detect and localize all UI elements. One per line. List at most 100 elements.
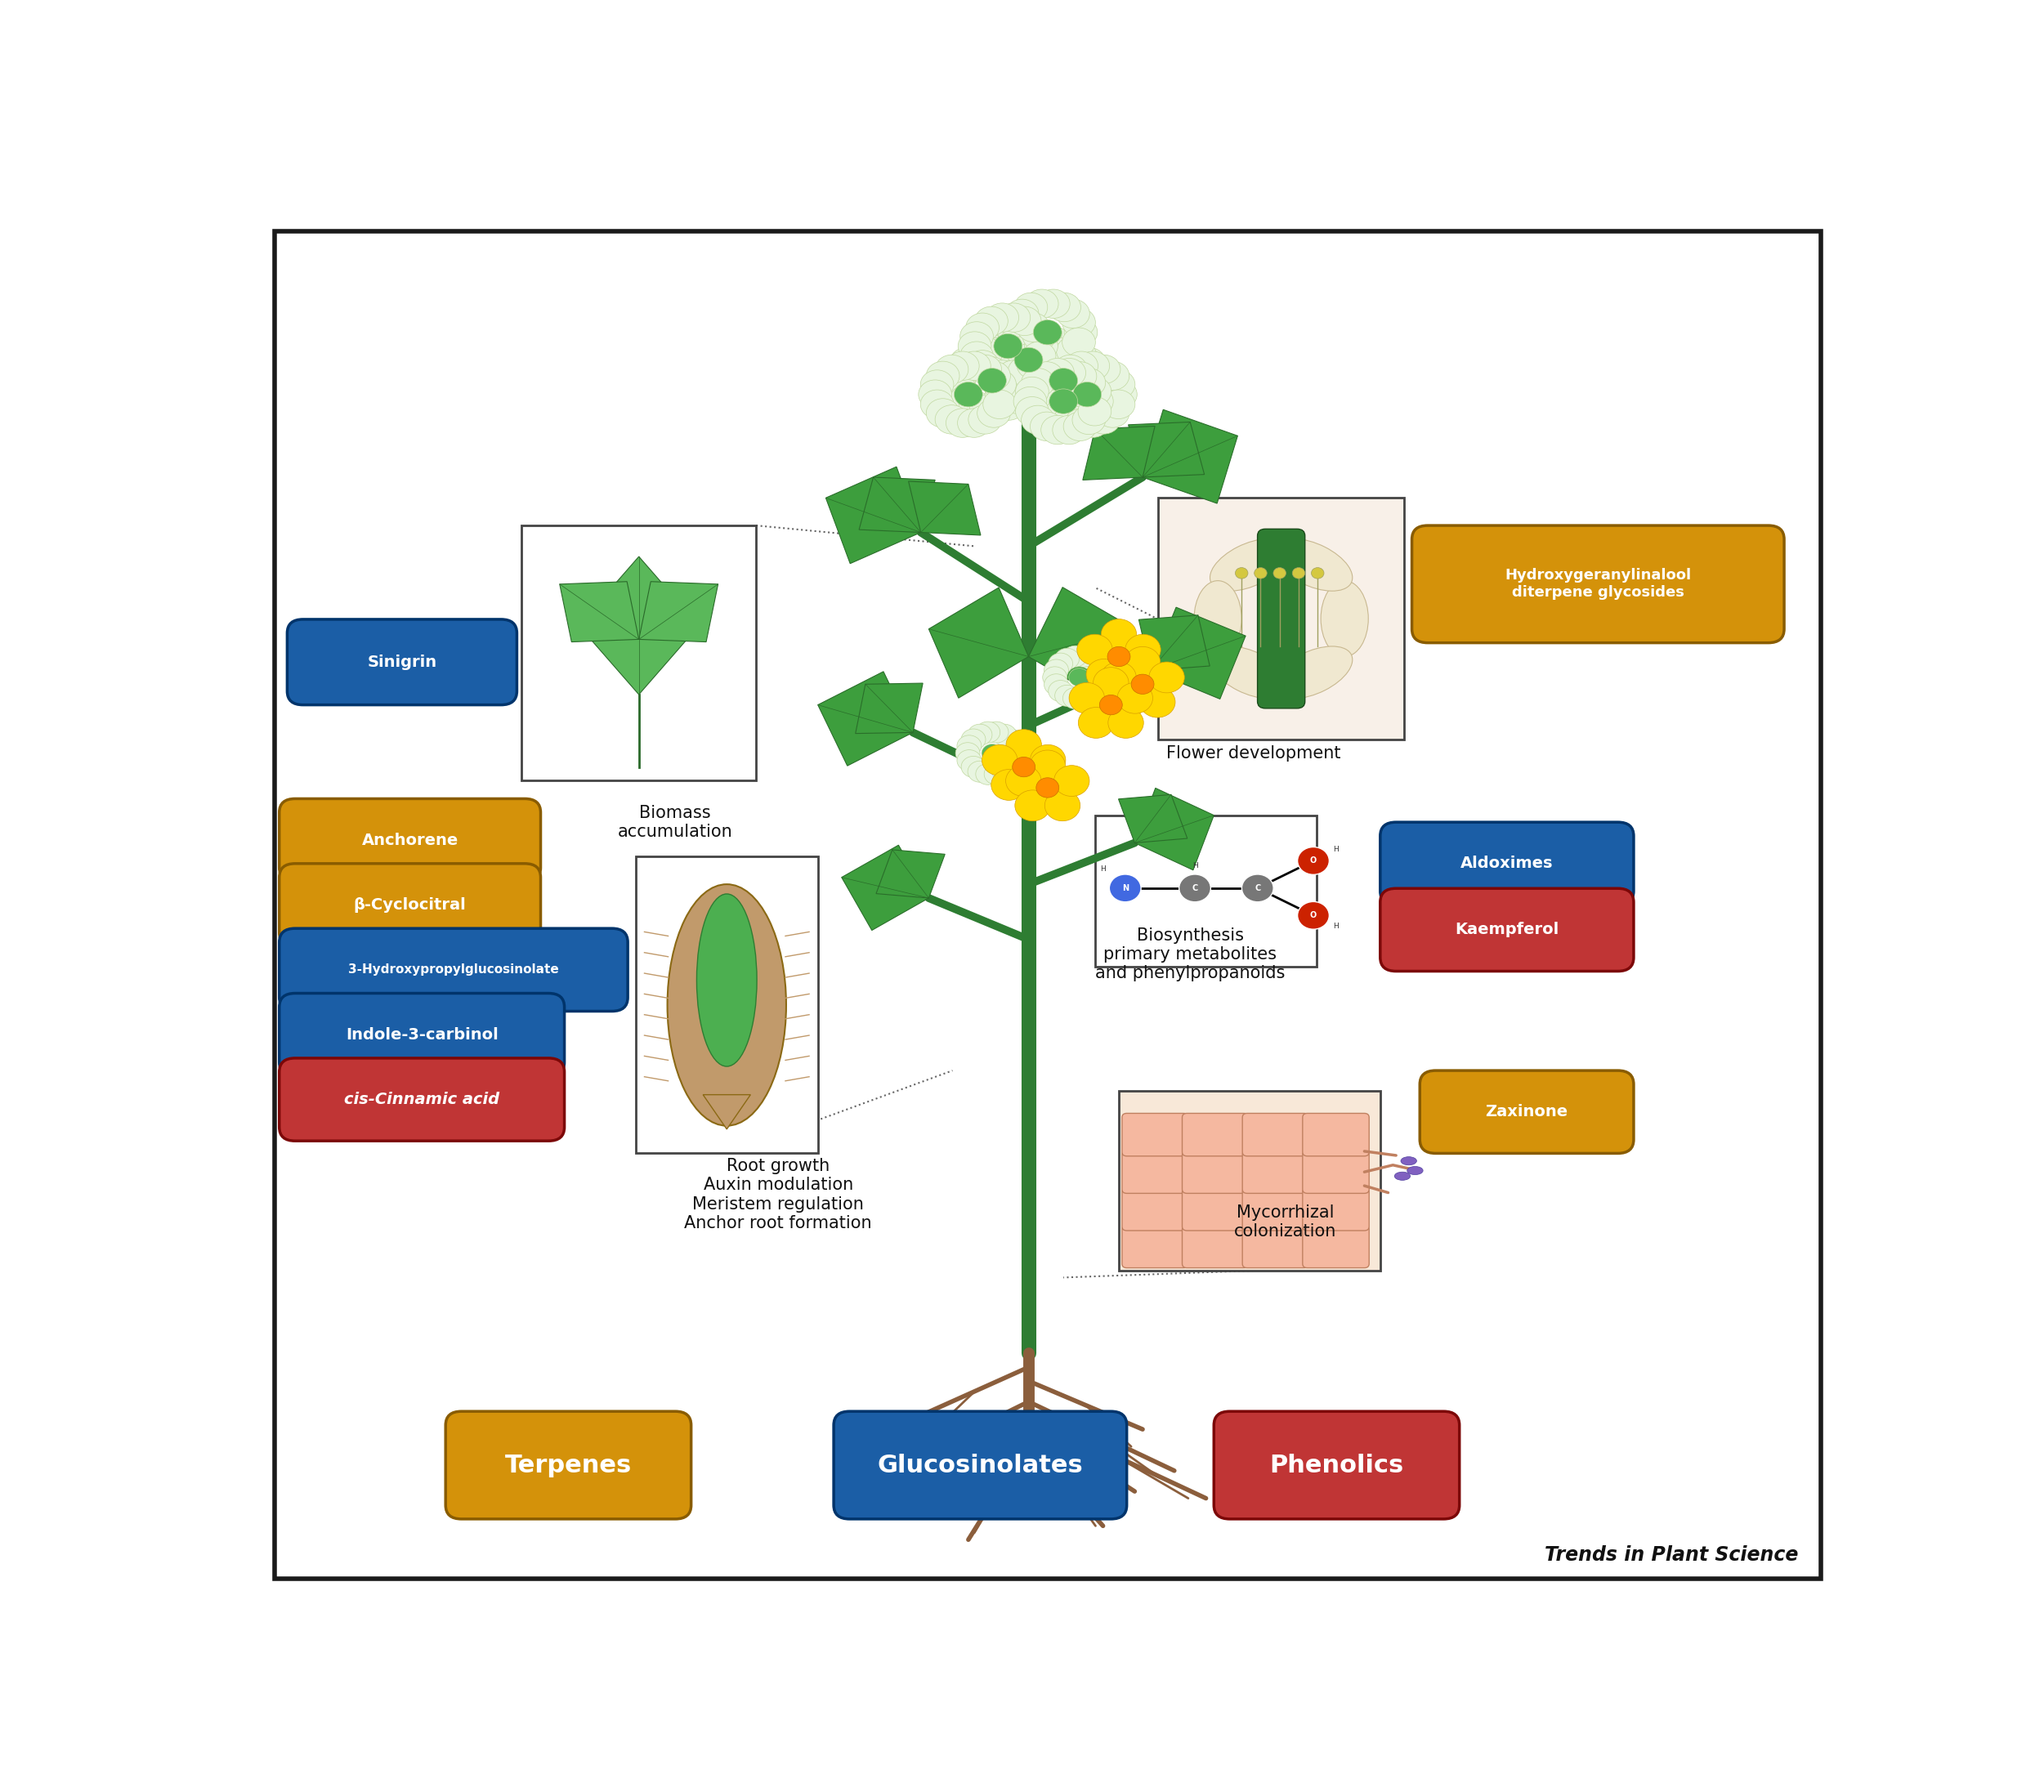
Circle shape [975, 357, 1008, 385]
FancyBboxPatch shape [1302, 1226, 1369, 1269]
Circle shape [1073, 405, 1106, 434]
Circle shape [1036, 346, 1069, 375]
Circle shape [1069, 668, 1089, 686]
Circle shape [1063, 362, 1098, 391]
FancyBboxPatch shape [1243, 1150, 1308, 1193]
Circle shape [1049, 652, 1073, 674]
Circle shape [981, 745, 1018, 776]
Circle shape [1057, 299, 1089, 328]
Circle shape [1034, 321, 1061, 344]
Circle shape [1118, 683, 1153, 713]
Circle shape [1042, 355, 1077, 383]
Circle shape [1255, 568, 1267, 579]
Circle shape [1030, 391, 1063, 419]
Circle shape [1038, 364, 1071, 392]
Circle shape [1085, 681, 1110, 702]
Text: Zaxinone: Zaxinone [1486, 1104, 1568, 1120]
Circle shape [1004, 742, 1028, 763]
Circle shape [961, 729, 985, 751]
Ellipse shape [697, 894, 756, 1066]
Circle shape [1065, 351, 1098, 380]
Circle shape [1079, 649, 1104, 670]
Circle shape [1055, 765, 1089, 796]
FancyBboxPatch shape [1243, 1226, 1308, 1269]
Circle shape [1014, 387, 1047, 416]
Circle shape [967, 314, 1000, 342]
Text: Mycorrhizal
colonization: Mycorrhizal colonization [1235, 1204, 1337, 1240]
Circle shape [1000, 308, 1032, 337]
Text: Indole-3-carbinol: Indole-3-carbinol [345, 1027, 499, 1043]
Circle shape [1055, 405, 1087, 434]
Circle shape [1124, 647, 1161, 677]
Circle shape [983, 763, 1008, 785]
Circle shape [920, 391, 955, 419]
Polygon shape [1139, 615, 1210, 670]
Circle shape [1079, 366, 1114, 394]
Circle shape [1063, 645, 1087, 667]
Circle shape [1292, 568, 1304, 579]
Circle shape [1000, 328, 1032, 357]
Circle shape [981, 335, 1014, 364]
FancyBboxPatch shape [1181, 1226, 1249, 1269]
Circle shape [934, 355, 969, 383]
Circle shape [1077, 376, 1112, 405]
Ellipse shape [1194, 581, 1241, 656]
Circle shape [995, 321, 1028, 349]
Circle shape [961, 323, 993, 351]
Polygon shape [560, 582, 640, 642]
Circle shape [961, 756, 985, 778]
FancyBboxPatch shape [1380, 823, 1633, 905]
Circle shape [967, 349, 1000, 380]
Circle shape [1040, 394, 1075, 423]
FancyBboxPatch shape [280, 1057, 564, 1142]
Circle shape [1014, 292, 1049, 323]
Circle shape [987, 326, 1020, 357]
FancyBboxPatch shape [1243, 1113, 1308, 1156]
FancyBboxPatch shape [280, 799, 540, 882]
Polygon shape [908, 482, 981, 536]
Circle shape [969, 337, 1004, 367]
Circle shape [1087, 355, 1120, 383]
FancyBboxPatch shape [1257, 529, 1304, 708]
Circle shape [1008, 306, 1040, 335]
Ellipse shape [1273, 647, 1353, 699]
Circle shape [1016, 349, 1051, 380]
Circle shape [920, 369, 955, 400]
FancyBboxPatch shape [1302, 1113, 1369, 1156]
Circle shape [1063, 328, 1096, 357]
Circle shape [1102, 369, 1134, 400]
Circle shape [1077, 376, 1112, 407]
Circle shape [1044, 674, 1069, 695]
Circle shape [987, 364, 1020, 392]
Circle shape [1073, 348, 1106, 376]
Text: Sinigrin: Sinigrin [368, 654, 437, 670]
Circle shape [1038, 391, 1073, 419]
FancyBboxPatch shape [1181, 1113, 1249, 1156]
Ellipse shape [1394, 1172, 1410, 1181]
Circle shape [918, 380, 953, 409]
Text: H: H [1100, 866, 1106, 873]
Circle shape [1000, 729, 1022, 751]
Text: H: H [1192, 862, 1198, 869]
FancyBboxPatch shape [1302, 1150, 1369, 1193]
Text: C: C [1255, 883, 1261, 892]
Circle shape [1044, 659, 1069, 681]
Polygon shape [1028, 588, 1134, 699]
Polygon shape [826, 466, 920, 563]
Circle shape [950, 385, 983, 414]
FancyBboxPatch shape [280, 928, 628, 1011]
Circle shape [1042, 335, 1077, 364]
Circle shape [1044, 362, 1079, 391]
Circle shape [1022, 405, 1055, 434]
FancyBboxPatch shape [1096, 815, 1316, 968]
Circle shape [1026, 289, 1059, 319]
Circle shape [1042, 667, 1067, 688]
Circle shape [1044, 790, 1079, 821]
Circle shape [1049, 389, 1077, 414]
Circle shape [1063, 308, 1096, 337]
Circle shape [926, 398, 959, 428]
Circle shape [1018, 317, 1051, 346]
Circle shape [1243, 874, 1273, 901]
FancyBboxPatch shape [286, 620, 517, 704]
Circle shape [1014, 342, 1049, 373]
